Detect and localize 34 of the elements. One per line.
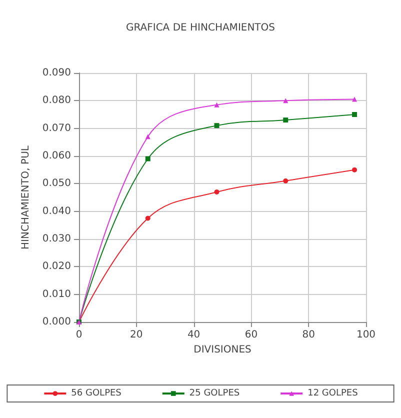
legend-label: 56 GOLPES xyxy=(71,388,122,398)
y-tick-label: 0.030 xyxy=(42,234,71,244)
point xyxy=(145,156,150,162)
legend-label: 12 GOLPES xyxy=(308,388,358,398)
point xyxy=(145,216,150,221)
x-axis-title: DIVISIONES xyxy=(194,344,252,356)
y-axis-title: HINCHAMIENTO, PUL xyxy=(20,145,32,250)
y-tick-label: 0.020 xyxy=(42,261,71,272)
y-tick-label: 0.040 xyxy=(42,206,71,217)
y-tick-label: 0.060 xyxy=(42,150,71,162)
x-tick-label: 100 xyxy=(356,330,376,340)
point xyxy=(214,102,220,108)
y-tick-label: 0.070 xyxy=(42,122,71,134)
point xyxy=(352,167,358,172)
y-tick-label: 0.000 xyxy=(42,316,71,328)
x-tick-label: 0 xyxy=(76,330,82,340)
point xyxy=(214,189,220,194)
point xyxy=(283,98,288,104)
point xyxy=(283,118,288,123)
point xyxy=(145,134,150,140)
y-tick-label: 0.080 xyxy=(42,95,71,106)
point xyxy=(352,96,358,102)
x-tick-label: 80 xyxy=(302,330,315,340)
y-tick-label: 0.090 xyxy=(42,68,71,78)
chart-title: GRAFICA DE HINCHAMIENTOS xyxy=(126,22,276,34)
x-tick-label: 20 xyxy=(130,330,143,340)
point xyxy=(352,112,358,117)
x-tick-label: 60 xyxy=(244,330,258,340)
y-tick-label: 0.010 xyxy=(42,288,71,300)
legend-label: 25 GOLPES xyxy=(189,388,240,398)
y-tick-label: 0.050 xyxy=(42,178,71,190)
point xyxy=(283,178,288,184)
x-tick-label: 40 xyxy=(187,330,200,340)
point xyxy=(214,123,220,128)
